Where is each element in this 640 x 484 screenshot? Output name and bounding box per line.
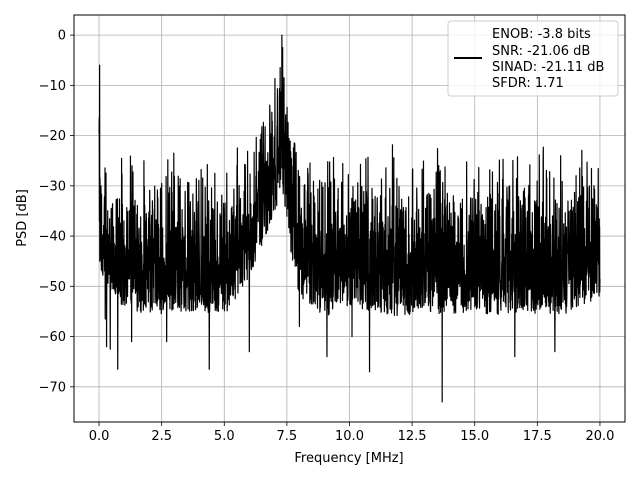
legend-text-snr: SNR: -21.06 dB <box>492 44 590 59</box>
x-axis-label: Frequency [MHz] <box>294 451 403 466</box>
y-axis-ticks: 0 −10 −20 −30 −40 −50 −60 −70 <box>39 29 74 395</box>
y-tick-label: −10 <box>39 79 66 94</box>
y-axis-label: PSD [dB] <box>15 189 30 247</box>
x-tick-label: 10.0 <box>335 429 364 444</box>
x-tick-label: 5.0 <box>214 429 235 444</box>
y-tick-label: −20 <box>39 129 66 144</box>
x-tick-label: 17.5 <box>523 429 552 444</box>
y-tick-label: −60 <box>39 330 66 345</box>
x-tick-label: 15.0 <box>460 429 489 444</box>
y-tick-label: −30 <box>39 179 66 194</box>
psd-series <box>98 34 601 403</box>
x-tick-label: 0.0 <box>89 429 110 444</box>
legend-box <box>447 20 619 97</box>
x-tick-label: 12.5 <box>398 429 427 444</box>
x-tick-label: 2.5 <box>151 429 172 444</box>
x-axis-ticks: 0.0 2.5 5.0 7.5 10.0 12.5 15.0 17.5 20.0 <box>89 422 614 444</box>
psd-series-line <box>98 34 601 403</box>
legend-text-sfdr: SFDR: 1.71 <box>492 76 564 91</box>
legend-text-enob: ENOB: -3.8 bits <box>492 27 591 42</box>
x-tick-label: 20.0 <box>585 429 614 444</box>
x-tick-label: 7.5 <box>277 429 298 444</box>
legend-text-sinad: SINAD: -21.11 dB <box>492 60 604 75</box>
y-tick-label: 0 <box>58 29 66 44</box>
y-tick-label: −70 <box>39 380 66 395</box>
y-tick-label: −50 <box>39 280 66 295</box>
legend: ENOB: -3.8 bits SNR: -21.06 dB SINAD: -2… <box>447 20 619 97</box>
y-tick-label: −40 <box>39 230 66 245</box>
